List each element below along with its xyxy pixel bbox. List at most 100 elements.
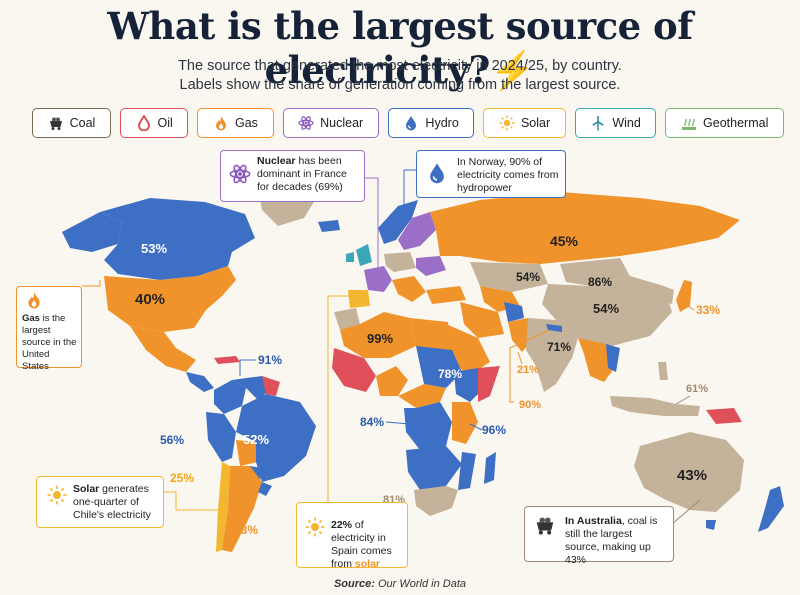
map-label-australia: 43% bbox=[677, 467, 707, 484]
map-label-argentina: 53% bbox=[234, 523, 258, 537]
region-central-america bbox=[186, 372, 214, 392]
legend-label: Coal bbox=[69, 116, 96, 130]
leader-line-venezuela bbox=[239, 359, 256, 376]
flame-icon bbox=[216, 116, 226, 131]
callout-australia: In Australia, coal is still the largest … bbox=[524, 506, 674, 566]
flame-icon bbox=[28, 292, 40, 309]
world-map: 53% 40% 91% 52% 56% 25% 53% 45% 54% 86% … bbox=[62, 169, 784, 552]
map-label-usa: 40% bbox=[135, 291, 165, 308]
callout-bold: In Australia bbox=[565, 515, 622, 527]
leader-line-japan bbox=[687, 305, 695, 311]
callout-text: has been dominant in France for decades … bbox=[257, 155, 347, 194]
callout-bold: Solar bbox=[73, 483, 100, 495]
map-label-algeria: 99% bbox=[367, 331, 393, 346]
region-iran bbox=[460, 302, 504, 338]
leader-line-kenya bbox=[469, 423, 483, 431]
region-norway bbox=[378, 200, 418, 244]
region-sweden-finland bbox=[398, 212, 436, 250]
region-afghanistan bbox=[504, 302, 524, 322]
legend-item-gas: Gas bbox=[197, 108, 274, 138]
region-iceland bbox=[318, 220, 340, 232]
callout-text: of electricity in Spain comes from bbox=[331, 519, 392, 571]
region-russia bbox=[430, 192, 740, 264]
region-tasmania bbox=[706, 520, 716, 530]
region-venezuela bbox=[232, 376, 272, 400]
region-canada bbox=[100, 198, 255, 280]
region-algeria bbox=[340, 312, 416, 358]
callout-text: generates one-quarter of Chile's electri… bbox=[73, 483, 151, 522]
map-label-pakistan: 21% bbox=[517, 364, 539, 376]
legend-item-hydro: Hydro bbox=[387, 108, 475, 138]
legend-label: Solar bbox=[520, 116, 551, 130]
leader-line-france bbox=[364, 177, 379, 268]
region-spain bbox=[348, 290, 370, 308]
leader-line-indonesia bbox=[675, 395, 691, 405]
map-label-peru: 56% bbox=[160, 433, 184, 447]
leader-line-usa bbox=[82, 280, 101, 287]
region-drc bbox=[404, 402, 452, 450]
callout-text: , coal is still the largest source, maki… bbox=[565, 515, 658, 567]
map-label-india: 71% bbox=[547, 340, 571, 354]
page-title: What is the largest source of electricit… bbox=[0, 4, 800, 93]
legend-item-wind: Wind bbox=[574, 108, 657, 138]
sun-icon bbox=[47, 485, 67, 505]
map-label-kenya: 96% bbox=[482, 423, 506, 437]
legend-item-oil: Oil bbox=[119, 108, 189, 138]
subtitle-line-2: Labels show the share of generation comi… bbox=[179, 77, 621, 93]
region-west-africa bbox=[332, 348, 376, 392]
callout-bold: In Norway, 90% of bbox=[457, 156, 543, 168]
region-ukraine bbox=[416, 256, 446, 276]
callout-spain: 22% of electricity in Spain comes from s… bbox=[296, 502, 408, 571]
region-bolivia bbox=[236, 440, 258, 466]
legend: Coal Oil Gas Nuclear Hydro Solar Wind Ge… bbox=[32, 108, 784, 138]
map-label-kazakhstan: 54% bbox=[516, 270, 540, 284]
callout-france: Nuclear has been dominant in France for … bbox=[220, 150, 365, 202]
source-label: Source: bbox=[333, 578, 375, 590]
leader-line-spain bbox=[327, 295, 350, 502]
region-italy-balkans bbox=[392, 276, 426, 302]
region-caribbean bbox=[214, 356, 240, 364]
region-papua-new-guinea bbox=[706, 408, 742, 424]
region-china bbox=[542, 276, 672, 346]
region-uk bbox=[356, 244, 372, 266]
region-kenya-tanzania bbox=[452, 402, 478, 444]
region-peru bbox=[206, 412, 236, 462]
wind-turbine-icon bbox=[592, 116, 604, 131]
map-label-chile: 25% bbox=[170, 471, 194, 485]
geothermal-icon bbox=[682, 118, 697, 130]
region-morocco bbox=[334, 308, 360, 330]
region-kazakhstan bbox=[470, 262, 548, 292]
leader-line-pakistan bbox=[517, 351, 523, 365]
source-text: Our World in Data bbox=[378, 578, 467, 590]
legend-item-geothermal: Geothermal bbox=[665, 108, 784, 138]
callout-bold: Gas bbox=[22, 313, 40, 324]
region-australia bbox=[634, 432, 744, 512]
region-mongolia bbox=[560, 258, 630, 286]
source-note: Source: Our World in Data bbox=[0, 578, 800, 590]
callout-chile: Solar generates one-quarter of Chile's e… bbox=[36, 476, 164, 528]
sun-icon bbox=[305, 517, 325, 537]
callout-highlight: solar bbox=[354, 558, 381, 571]
region-germany-poland bbox=[384, 252, 416, 272]
legend-label: Hydro bbox=[425, 116, 459, 130]
region-turkey bbox=[426, 286, 466, 304]
legend-label: Geothermal bbox=[703, 116, 769, 130]
map-label-venezuela: 91% bbox=[258, 353, 282, 367]
region-guianas bbox=[262, 376, 280, 396]
subtitle-line-1: The source that generated the most elect… bbox=[178, 58, 622, 74]
region-philippines bbox=[658, 362, 668, 380]
legend-item-nuclear: Nuclear bbox=[282, 108, 379, 138]
callout-bold: 22% bbox=[331, 519, 353, 531]
region-central-africa bbox=[398, 384, 446, 408]
leader-line-chile bbox=[164, 491, 222, 511]
region-sudan bbox=[416, 346, 462, 388]
map-label-nepal: 90% bbox=[519, 399, 541, 411]
leader-line-nepal bbox=[509, 329, 551, 403]
oil-drop-icon bbox=[137, 115, 150, 131]
map-label-mongolia: 86% bbox=[588, 275, 612, 289]
region-uruguay bbox=[258, 482, 272, 496]
lightning-bolt-icon: ⚡ bbox=[489, 48, 536, 92]
map-label-japan: 33% bbox=[696, 303, 720, 317]
title-text: What is the largest source of electricit… bbox=[107, 4, 693, 92]
region-nigeria bbox=[376, 366, 408, 396]
